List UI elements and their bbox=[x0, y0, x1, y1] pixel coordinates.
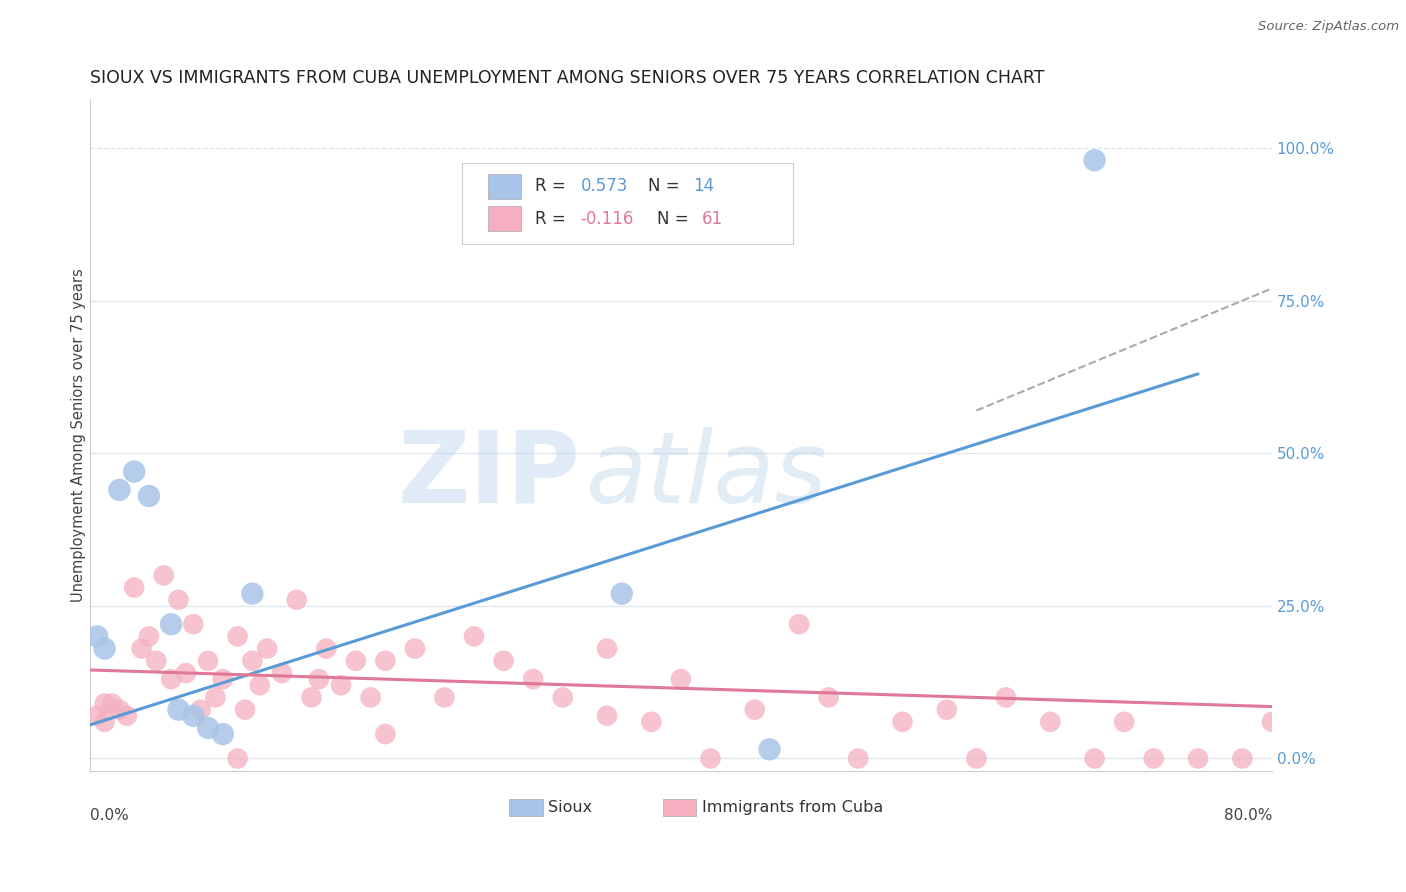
Point bbox=[758, 742, 780, 756]
Point bbox=[197, 654, 219, 668]
Point bbox=[596, 708, 619, 723]
Text: 0.0%: 0.0% bbox=[90, 807, 128, 822]
Bar bbox=[488, 206, 522, 232]
Point bbox=[817, 690, 839, 705]
Point bbox=[669, 672, 692, 686]
Point bbox=[226, 629, 249, 643]
Point bbox=[226, 751, 249, 765]
Bar bbox=[509, 799, 543, 815]
Point bbox=[640, 714, 662, 729]
Point bbox=[315, 641, 337, 656]
Point bbox=[1187, 751, 1209, 765]
Point bbox=[1143, 751, 1166, 765]
Text: -0.116: -0.116 bbox=[581, 210, 634, 227]
Point bbox=[181, 708, 204, 723]
Point bbox=[1114, 714, 1136, 729]
Point bbox=[787, 617, 810, 632]
Point bbox=[374, 654, 396, 668]
Point bbox=[285, 592, 308, 607]
Point bbox=[86, 629, 108, 643]
Point bbox=[190, 703, 212, 717]
Point bbox=[271, 666, 294, 681]
Text: R =: R = bbox=[536, 178, 571, 195]
Point bbox=[492, 654, 515, 668]
Point bbox=[145, 654, 167, 668]
Point bbox=[596, 641, 619, 656]
Point bbox=[122, 465, 145, 479]
Point bbox=[610, 587, 633, 601]
Point bbox=[86, 708, 108, 723]
Point bbox=[433, 690, 456, 705]
Point bbox=[242, 587, 264, 601]
Point bbox=[301, 690, 323, 705]
Point bbox=[1232, 751, 1254, 765]
Point bbox=[138, 629, 160, 643]
Point bbox=[242, 654, 264, 668]
Text: Source: ZipAtlas.com: Source: ZipAtlas.com bbox=[1258, 20, 1399, 33]
Point bbox=[211, 672, 233, 686]
Point bbox=[308, 672, 330, 686]
Point bbox=[233, 703, 256, 717]
Text: 80.0%: 80.0% bbox=[1223, 807, 1272, 822]
Text: atlas: atlas bbox=[586, 426, 828, 524]
Point bbox=[965, 751, 987, 765]
Point bbox=[138, 489, 160, 503]
Text: R =: R = bbox=[536, 210, 571, 227]
Point bbox=[374, 727, 396, 741]
Point bbox=[1261, 714, 1284, 729]
Text: 14: 14 bbox=[693, 178, 714, 195]
Point bbox=[699, 751, 721, 765]
Point bbox=[256, 641, 278, 656]
Point bbox=[108, 483, 131, 497]
Point bbox=[211, 727, 233, 741]
Point bbox=[744, 703, 766, 717]
Point bbox=[204, 690, 226, 705]
Point bbox=[174, 666, 197, 681]
FancyBboxPatch shape bbox=[463, 163, 793, 244]
Point bbox=[891, 714, 914, 729]
Point bbox=[197, 721, 219, 735]
Point bbox=[935, 703, 957, 717]
Point bbox=[115, 708, 138, 723]
Text: N =: N = bbox=[648, 178, 685, 195]
Bar bbox=[664, 799, 696, 815]
Point bbox=[101, 697, 124, 711]
Point bbox=[360, 690, 382, 705]
Point bbox=[994, 690, 1017, 705]
Point bbox=[122, 581, 145, 595]
Point bbox=[249, 678, 271, 692]
Point bbox=[181, 617, 204, 632]
Point bbox=[330, 678, 353, 692]
Point bbox=[522, 672, 544, 686]
Point bbox=[846, 751, 869, 765]
Text: Sioux: Sioux bbox=[548, 800, 592, 815]
Point bbox=[551, 690, 574, 705]
Point bbox=[93, 697, 115, 711]
Point bbox=[1084, 153, 1107, 168]
Point bbox=[167, 592, 190, 607]
Point bbox=[93, 641, 115, 656]
Point bbox=[152, 568, 174, 582]
Point bbox=[344, 654, 367, 668]
Point bbox=[160, 617, 183, 632]
Point bbox=[160, 672, 183, 686]
Text: SIOUX VS IMMIGRANTS FROM CUBA UNEMPLOYMENT AMONG SENIORS OVER 75 YEARS CORRELATI: SIOUX VS IMMIGRANTS FROM CUBA UNEMPLOYME… bbox=[90, 69, 1045, 87]
Point bbox=[167, 703, 190, 717]
Text: ZIP: ZIP bbox=[398, 426, 581, 524]
Point bbox=[131, 641, 153, 656]
Text: 0.573: 0.573 bbox=[581, 178, 627, 195]
Text: N =: N = bbox=[657, 210, 695, 227]
Point bbox=[404, 641, 426, 656]
Point bbox=[1039, 714, 1062, 729]
Bar bbox=[488, 174, 522, 199]
Y-axis label: Unemployment Among Seniors over 75 years: Unemployment Among Seniors over 75 years bbox=[72, 268, 86, 602]
Point bbox=[1084, 751, 1107, 765]
Point bbox=[108, 703, 131, 717]
Point bbox=[93, 714, 115, 729]
Point bbox=[463, 629, 485, 643]
Text: Immigrants from Cuba: Immigrants from Cuba bbox=[702, 800, 883, 815]
Text: 61: 61 bbox=[702, 210, 723, 227]
